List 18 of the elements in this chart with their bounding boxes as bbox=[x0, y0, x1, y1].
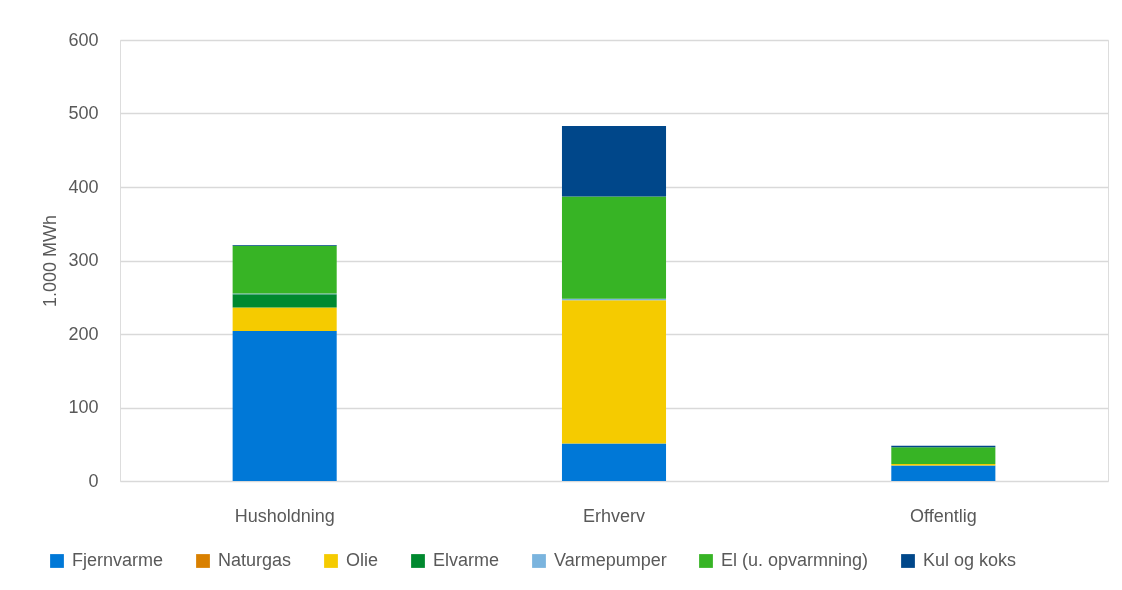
y-tick-label: 400 bbox=[68, 176, 99, 197]
legend-label: Olie bbox=[346, 550, 379, 570]
y-tick-label: 100 bbox=[68, 397, 99, 417]
y-tick-label: 600 bbox=[68, 29, 99, 50]
legend-label: Fjernvarme bbox=[72, 550, 164, 570]
x-tick-label: Offentlig bbox=[909, 505, 977, 526]
legend-label: Naturgas bbox=[218, 550, 292, 570]
legend-label: Kul og koks bbox=[923, 550, 1017, 570]
y-tick-label: 200 bbox=[68, 323, 99, 344]
legend-label: El (u. opvarmning) bbox=[721, 550, 869, 570]
legend-label: Elvarme bbox=[433, 550, 500, 570]
y-tick-label: 0 bbox=[88, 470, 99, 491]
x-tick-label: Husholdning bbox=[234, 505, 335, 526]
legend-label: Varmepumper bbox=[554, 550, 667, 570]
y-tick-label: 300 bbox=[68, 250, 99, 270]
y-axis-title: 1.000 MWh bbox=[40, 214, 61, 308]
x-tick-label: Erhverv bbox=[582, 505, 646, 526]
y-tick-label: 500 bbox=[68, 103, 99, 123]
